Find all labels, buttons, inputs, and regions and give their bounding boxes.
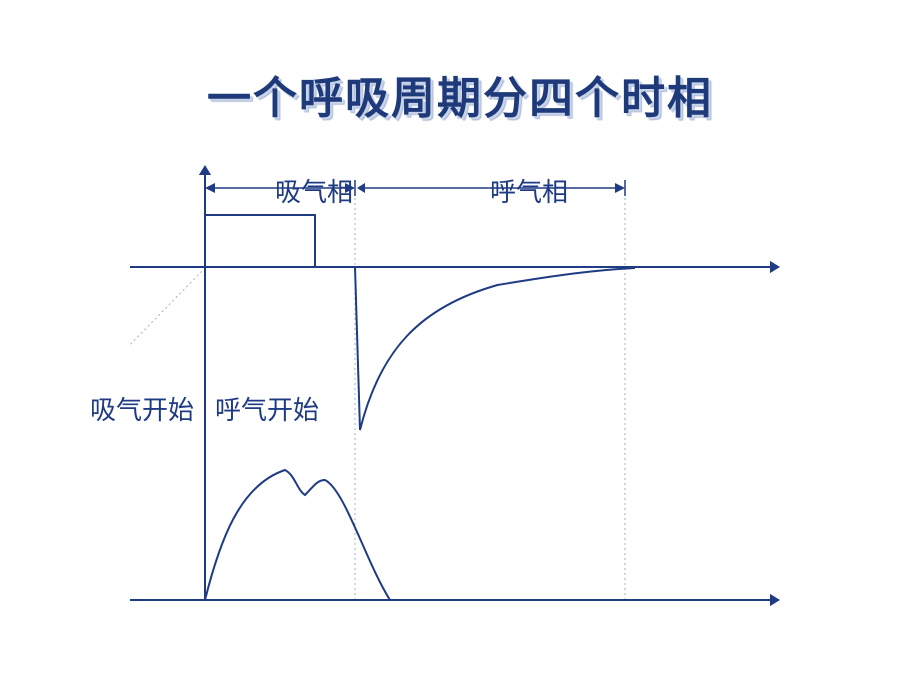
slide-title: 一个呼吸周期分四个时相 — [0, 62, 920, 126]
respiratory-chart — [130, 160, 780, 630]
